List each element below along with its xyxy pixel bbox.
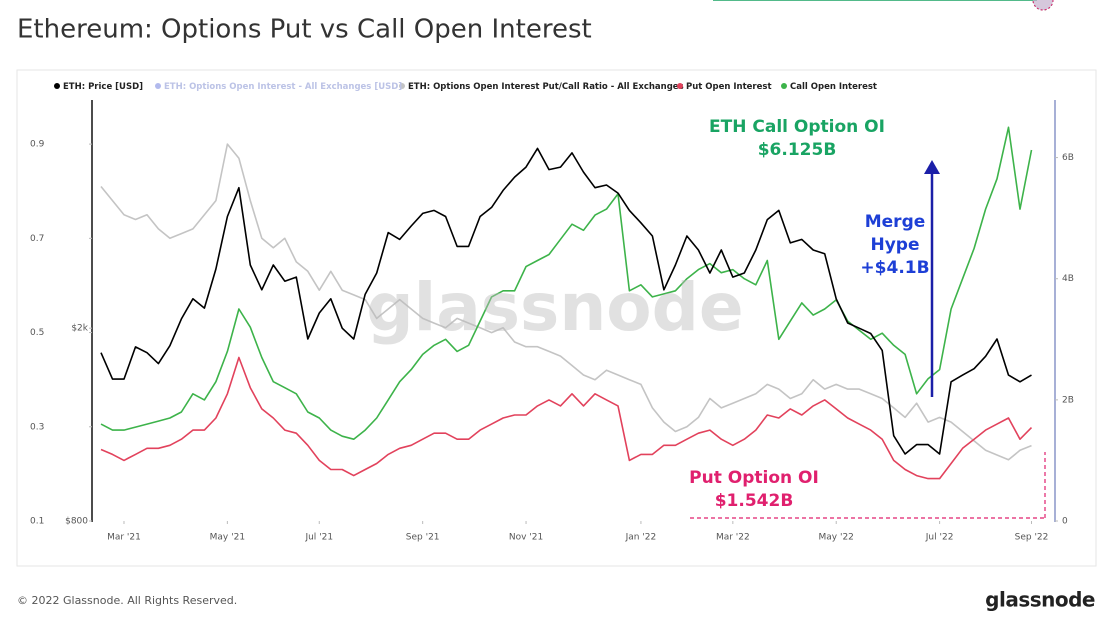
call-annotation-value: $6.125B: [758, 140, 837, 160]
legend-label: Call Open Interest: [790, 82, 877, 92]
oi-tick-label: 6B: [1062, 153, 1074, 163]
x-tick-label: Jul '21: [304, 533, 333, 543]
ratio-tick-label: 0.7: [30, 234, 44, 244]
ratio-tick-label: 0.9: [30, 140, 45, 150]
x-tick-label: Mar '22: [716, 533, 750, 543]
ratio-tick-label: 0.5: [30, 328, 44, 338]
legend-label: ETH: Options Open Interest - All Exchang…: [164, 82, 402, 92]
legend-label: ETH: Options Open Interest Put/Call Rati…: [408, 82, 684, 92]
merge-annotation-value: +$4.1B: [860, 258, 929, 278]
legend-swatch: [677, 83, 683, 89]
oi-tick-label: 4B: [1062, 274, 1074, 284]
overlay: [713, 0, 1054, 11]
chart-panel: [16, 69, 1097, 567]
legend-swatch: [781, 83, 787, 89]
x-tick-label: Sep '21: [406, 533, 440, 543]
ratio-tick-label: 0.1: [30, 517, 44, 527]
legend-swatch: [399, 83, 405, 89]
x-tick-label: Jan '22: [625, 533, 657, 543]
put-end-highlight: [1032, 0, 1054, 11]
legend-label: Put Open Interest: [686, 82, 772, 92]
series-line: [100, 356, 1033, 480]
call-end-highlight: [1032, 0, 1054, 11]
watermark: glassnode: [366, 269, 743, 346]
put-annotation-value: $1.542B: [715, 491, 794, 511]
footer: © 2022 Glassnode. All Rights Reserved.: [17, 594, 237, 607]
legend-label: ETH: Price [USD]: [63, 82, 143, 92]
x-tick-label: Nov '21: [509, 533, 543, 543]
put-annotation: Put Option OI: [689, 468, 819, 488]
series-line: [100, 147, 1032, 455]
x-tick-label: May '21: [210, 533, 245, 543]
x-tick-label: May '22: [819, 533, 854, 543]
plot-lines: [100, 126, 1033, 480]
x-tick-label: Jul '22: [925, 533, 954, 543]
series-line: [100, 126, 1033, 440]
series-line: [100, 143, 1032, 461]
legend-swatch: [155, 83, 161, 89]
x-tick-label: Sep '22: [1015, 533, 1049, 543]
price-tick-label: $2k: [71, 324, 88, 334]
price-tick-label: $800: [65, 517, 88, 527]
merge-annotation: Merge: [865, 212, 926, 232]
x-tick-label: Mar '21: [107, 533, 141, 543]
merge-arrow-head: [924, 160, 940, 174]
logo: glassnode: [985, 588, 1095, 612]
legend-swatch: [54, 83, 60, 89]
oi-tick-label: 0: [1062, 517, 1068, 527]
chart-title: Ethereum: Options Put vs Call Open Inter…: [17, 15, 592, 45]
call-annotation: ETH Call Option OI: [709, 117, 885, 137]
merge-annotation: Hype: [870, 235, 919, 255]
oi-tick-label: 2B: [1062, 395, 1074, 405]
ratio-tick-label: 0.3: [30, 422, 44, 432]
